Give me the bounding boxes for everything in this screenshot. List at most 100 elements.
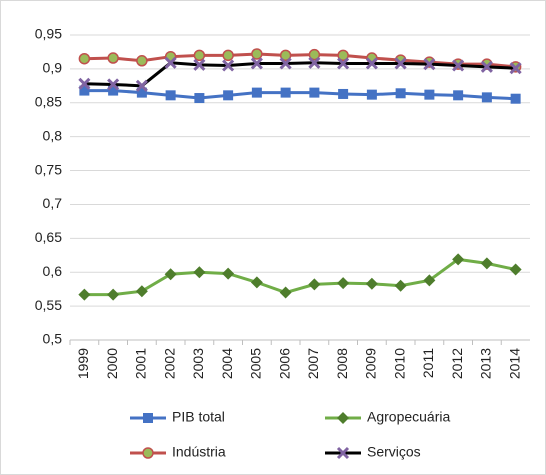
legend-label: Indústria [172, 444, 226, 460]
marker [308, 278, 321, 291]
marker [107, 288, 120, 301]
marker [280, 87, 291, 98]
marker [193, 266, 206, 279]
series-line [84, 61, 516, 88]
legend-item: Agropecuária [325, 409, 450, 425]
marker [79, 85, 90, 96]
marker [193, 49, 206, 62]
y-tick-label: 0,75 [35, 161, 62, 177]
legend-label: PIB total [172, 409, 225, 425]
marker [279, 286, 292, 299]
marker [135, 285, 148, 298]
marker [481, 92, 492, 103]
marker [250, 276, 263, 289]
marker [423, 274, 436, 287]
marker [78, 52, 91, 65]
marker [107, 78, 120, 91]
marker [279, 49, 292, 62]
marker [222, 49, 234, 62]
legend-item: PIB total [130, 409, 225, 425]
legend-label: Serviços [367, 444, 421, 460]
x-tick-label: 2006 [276, 348, 292, 379]
marker [336, 446, 350, 460]
marker [366, 89, 377, 100]
marker [135, 79, 148, 92]
legend-label: Agropecuária [367, 409, 450, 425]
marker [193, 58, 206, 71]
marker [452, 59, 465, 72]
marker [279, 57, 292, 70]
marker [143, 413, 153, 423]
marker [250, 57, 263, 70]
x-tick-label: 2012 [449, 348, 465, 379]
marker [452, 253, 465, 266]
y-tick-label: 0,9 [43, 60, 63, 76]
marker [164, 268, 177, 281]
marker [453, 90, 464, 101]
y-tick-label: 0,7 [43, 195, 63, 211]
marker [78, 77, 91, 90]
x-tick-label: 2009 [363, 348, 379, 379]
marker [338, 88, 349, 99]
y-tick-label: 0,6 [43, 263, 63, 279]
legend-item: Indústria [130, 444, 226, 460]
x-tick-label: 2014 [506, 348, 522, 379]
x-tick-label: 2002 [161, 348, 177, 379]
marker [480, 60, 493, 73]
y-tick-label: 0,55 [35, 297, 62, 313]
series-line [84, 257, 516, 297]
y-tick-label: 0,85 [35, 93, 62, 109]
marker [251, 48, 263, 60]
marker [223, 90, 234, 101]
marker [78, 288, 91, 301]
marker [222, 59, 235, 72]
marker [251, 87, 262, 98]
marker [509, 62, 522, 75]
marker [365, 277, 378, 290]
x-tick-label: 2007 [305, 348, 321, 379]
x-tick-label: 2010 [391, 348, 407, 379]
legend-item: Serviços [325, 444, 421, 460]
marker [308, 56, 321, 69]
marker [509, 263, 522, 276]
marker [107, 52, 119, 64]
marker [337, 412, 349, 424]
x-tick-label: 2008 [334, 348, 350, 379]
x-tick-label: 1999 [75, 348, 91, 379]
marker [194, 93, 205, 104]
y-tick-label: 0,8 [43, 127, 63, 143]
marker [365, 57, 378, 70]
x-tick-label: 2013 [478, 348, 494, 379]
marker [423, 58, 436, 71]
x-tick-label: 2001 [133, 348, 149, 379]
marker [309, 87, 320, 98]
marker [164, 56, 177, 69]
x-tick-label: 2004 [219, 348, 235, 379]
marker [395, 88, 406, 99]
marker [136, 55, 148, 67]
marker [480, 257, 493, 270]
marker [337, 57, 350, 70]
marker [165, 90, 176, 101]
marker [222, 267, 235, 280]
y-tick-label: 0,95 [35, 26, 62, 42]
x-tick-label: 2000 [104, 348, 120, 379]
x-tick-label: 2003 [190, 348, 206, 379]
marker [337, 49, 349, 62]
marker [424, 89, 435, 100]
marker [394, 279, 407, 292]
marker [308, 48, 321, 61]
marker [337, 277, 350, 290]
marker [142, 447, 154, 459]
series-line [84, 52, 516, 69]
marker [394, 57, 407, 70]
x-tick-label: 2005 [248, 348, 264, 379]
y-tick-label: 0,65 [35, 229, 62, 245]
marker [136, 87, 147, 98]
x-tick-label: 2011 [420, 348, 436, 378]
series-line [84, 89, 516, 101]
marker [510, 93, 521, 104]
